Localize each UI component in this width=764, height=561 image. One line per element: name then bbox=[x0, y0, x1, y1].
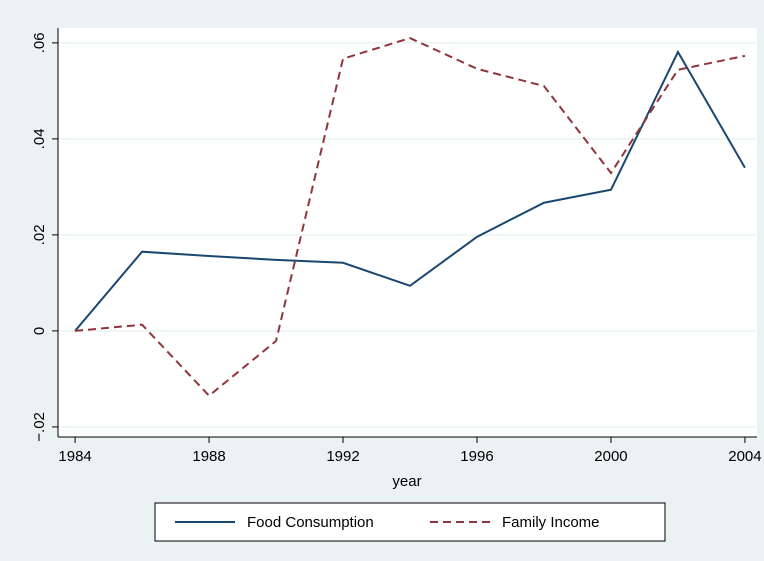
y-tick-label: −.02 bbox=[31, 412, 48, 442]
series-line bbox=[74, 49, 746, 332]
series-line bbox=[74, 37, 746, 398]
x-tick-label: 1996 bbox=[460, 448, 493, 465]
legend-label: Food Consumption bbox=[247, 514, 374, 531]
legend-label: Family Income bbox=[502, 514, 600, 531]
plot-area bbox=[58, 28, 757, 437]
y-tick-label: .06 bbox=[31, 32, 48, 53]
x-tick-label: 1992 bbox=[326, 448, 359, 465]
x-tick-label: 1984 bbox=[58, 448, 91, 465]
y-tick-label: 0 bbox=[31, 327, 48, 335]
y-tick-label: .04 bbox=[31, 128, 48, 149]
x-tick-label: 2004 bbox=[728, 448, 761, 465]
x-tick-label: 1988 bbox=[192, 448, 225, 465]
x-tick-label: 2000 bbox=[594, 448, 627, 465]
legend-box bbox=[154, 502, 666, 542]
y-tick-label: .02 bbox=[31, 224, 48, 245]
x-axis-title: year bbox=[392, 473, 421, 490]
